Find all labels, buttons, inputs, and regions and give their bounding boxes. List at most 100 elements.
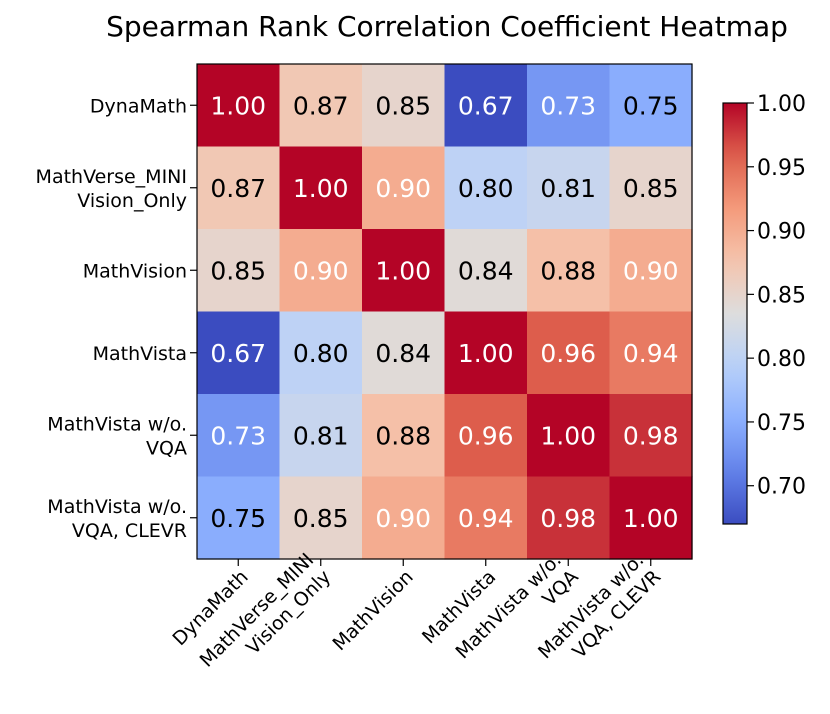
heatmap-cell-4-1 [279,394,363,478]
cell-value-label-1-4: 0.81 [540,174,596,203]
row-label-4-1: VQA [146,437,187,459]
cell-value-label-2-2: 1.00 [375,256,431,285]
row-label-4-0: MathVista w/o. [47,413,187,435]
heatmap-cell-5-4 [527,476,611,560]
cell-value-label-0-4: 0.73 [540,91,596,120]
heatmap-cell-4-3 [444,394,528,478]
cell-value-label-2-5: 0.90 [623,256,679,285]
heatmap-cell-5-0 [197,476,281,560]
row-label-5-1: VQA, CLEVR [72,520,187,542]
plot-frame [196,63,693,560]
heatmap-cell-0-1 [279,64,363,148]
column-labels: DynaMathMathVerse_MINIVision_OnlyMathVis… [169,549,666,672]
heatmap-cells: 1.00 0.87 0.85 0.67 0.73 0.75 0.87 1.00 0.90 0.80… [196,63,693,560]
heatmap-cell-3-0 [197,311,281,395]
colorbar: 0.70 0.75 0.80 0.85 0.90 0.95 1.00 [722,92,806,525]
heatmap-cell-1-1 [279,146,363,230]
cell-value-label-1-3: 0.80 [458,174,514,203]
heatmap-cell-1-0 [197,146,281,230]
colorbar-tick-label-0: 0.70 [757,475,806,500]
heatmap-cell-5-5 [609,476,693,560]
row-label-3-0: MathVista [93,343,187,365]
cell-value-label-3-4: 0.96 [540,339,596,368]
row-label-5-0: MathVista w/o. [47,496,187,518]
cell-value-label-5-1: 0.85 [293,504,349,533]
colorbar-tick-label-3: 0.85 [757,283,806,308]
cell-value-label-5-0: 0.75 [210,504,266,533]
colorbar-tick-label-4: 0.90 [757,220,806,245]
heatmap-cell-5-1 [279,476,363,560]
heatmap-cell-0-2 [362,64,446,148]
cell-value-label-5-3: 0.94 [458,504,514,533]
colorbar-gradient [722,102,748,525]
cell-value-label-3-2: 0.84 [375,339,431,368]
heatmap-cell-3-5 [609,311,693,395]
cell-value-label-1-0: 0.87 [210,174,266,203]
cell-value-label-3-0: 0.67 [210,339,266,368]
cell-value-label-5-5: 1.00 [623,504,679,533]
heatmap-cell-2-3 [444,229,528,313]
heatmap-cell-2-2 [362,229,446,313]
col-label-group-4: MathVista w/o.VQA [451,549,582,663]
cell-value-label-3-3: 1.00 [458,339,514,368]
heatmap-cell-4-2 [362,394,446,478]
row-label-0-0: DynaMath [90,95,187,117]
cell-value-label-4-1: 0.81 [293,421,349,450]
cell-value-label-2-1: 0.90 [293,256,349,285]
row-label-1-1: Vision_Only [77,190,187,212]
heatmap-cell-2-0 [197,229,281,313]
heatmap-cell-1-4 [527,146,611,230]
colorbar-tick-label-5: 0.95 [757,156,806,181]
cell-value-label-5-2: 0.90 [375,504,431,533]
heatmap-cell-5-2 [362,476,446,560]
cell-value-label-0-1: 0.87 [293,91,349,120]
cell-value-label-4-3: 0.96 [458,421,514,450]
cell-value-label-5-4: 0.98 [540,504,596,533]
heatmap-cell-0-0 [197,64,281,148]
row-label-1-0: MathVerse_MINI [36,166,187,188]
col-label-2-0: MathVision [328,566,417,655]
heatmap-cell-4-0 [197,394,281,478]
cell-value-label-4-0: 0.73 [210,421,266,450]
heatmap-cell-1-3 [444,146,528,230]
cell-value-label-2-4: 0.88 [540,256,596,285]
cell-value-label-2-0: 0.85 [210,256,266,285]
heatmap-cell-2-1 [279,229,363,313]
cell-value-label-3-1: 0.80 [293,339,349,368]
cell-value-label-4-5: 0.98 [623,421,679,450]
heatmap-cell-1-5 [609,146,693,230]
heatmap-cell-0-3 [444,64,528,148]
heatmap-cell-3-3 [444,311,528,395]
cell-value-label-1-2: 0.90 [375,174,431,203]
cell-value-label-2-3: 0.84 [458,256,514,285]
heatmap-cell-0-5 [609,64,693,148]
cell-value-label-0-2: 0.85 [375,91,431,120]
cell-value-label-4-2: 0.88 [375,421,431,450]
heatmap-cell-1-2 [362,146,446,230]
cell-value-label-0-5: 0.75 [623,91,679,120]
heatmap-cell-4-4 [527,394,611,478]
colorbar-tick-label-2: 0.80 [757,347,806,372]
cell-value-label-1-5: 0.85 [623,174,679,203]
heatmap-cell-0-4 [527,64,611,148]
col-label-group-2: MathVision [328,566,417,655]
row-label-2-0: MathVision [83,260,187,282]
cell-value-label-0-3: 0.67 [458,91,514,120]
heatmap-cell-2-4 [527,229,611,313]
cell-value-label-0-0: 1.00 [210,91,266,120]
cell-value-label-4-4: 1.00 [540,421,596,450]
cell-value-label-3-5: 0.94 [623,339,679,368]
colorbar-tick-label-1: 0.75 [757,411,806,436]
cell-value-label-1-1: 1.00 [293,174,349,203]
heatmap-cell-3-2 [362,311,446,395]
colorbar-tick-label-6: 1.00 [757,92,806,117]
heatmap-cell-4-5 [609,394,693,478]
heatmap-cell-2-5 [609,229,693,313]
heatmap-cell-5-3 [444,476,528,560]
heatmap-cell-3-1 [279,311,363,395]
heatmap-cell-3-4 [527,311,611,395]
chart-title: Spearman Rank Correlation Coefficient He… [106,10,788,43]
